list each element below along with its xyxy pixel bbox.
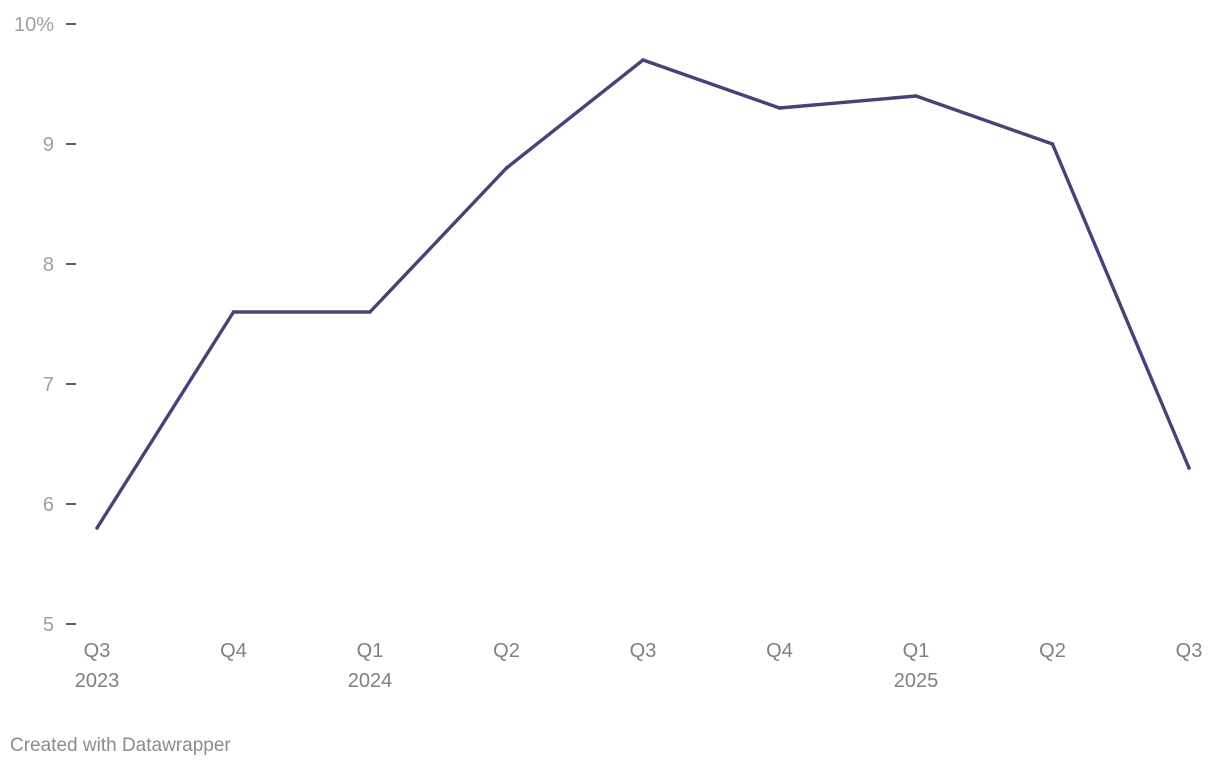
data-point[interactable] <box>914 94 918 98</box>
x-tick-label: Q4 <box>766 640 793 662</box>
data-point[interactable] <box>95 526 99 530</box>
data-point[interactable] <box>504 166 509 170</box>
x-tick-label: Q3 <box>630 640 657 662</box>
x-tick-label: Q1 <box>903 640 930 662</box>
y-axis: 5 6 7 8 9 10% <box>14 14 76 636</box>
y-tick-label: 9 <box>43 134 54 156</box>
data-point[interactable] <box>231 310 236 314</box>
x-tick-label: Q3 <box>84 640 111 662</box>
x-year-label: 2025 <box>894 670 939 692</box>
footer-credit[interactable]: Created with Datawrapper <box>10 735 231 756</box>
x-tick-label: Q1 <box>357 640 384 662</box>
data-point[interactable] <box>777 106 782 110</box>
y-tick-label: 6 <box>43 494 54 516</box>
y-tick-label: 8 <box>43 254 54 276</box>
x-year-label: 2024 <box>348 670 393 692</box>
data-point[interactable] <box>1187 466 1191 470</box>
x-tick-label: Q2 <box>493 640 520 662</box>
data-point[interactable] <box>1050 142 1055 146</box>
y-tick-label: 7 <box>43 374 54 396</box>
series-group <box>95 58 1191 530</box>
line-chart: 5 6 7 8 9 10% Q3 2023 Q4 Q1 2024 Q2 Q3 Q4 Q1 2025 Q2 Q3 <box>14 14 1203 692</box>
x-tick-label: Q3 <box>1176 640 1203 662</box>
data-point[interactable] <box>368 310 372 314</box>
x-axis: Q3 2023 Q4 Q1 2024 Q2 Q3 Q4 Q1 2025 Q2 Q3 <box>75 640 1203 692</box>
x-tick-label: Q4 <box>220 640 247 662</box>
x-year-label: 2023 <box>75 670 120 692</box>
data-point[interactable] <box>641 58 645 62</box>
y-tick-label: 5 <box>43 614 54 636</box>
series-line <box>95 58 1191 530</box>
y-tick-label: 10% <box>14 14 54 36</box>
x-tick-label: Q2 <box>1039 640 1066 662</box>
